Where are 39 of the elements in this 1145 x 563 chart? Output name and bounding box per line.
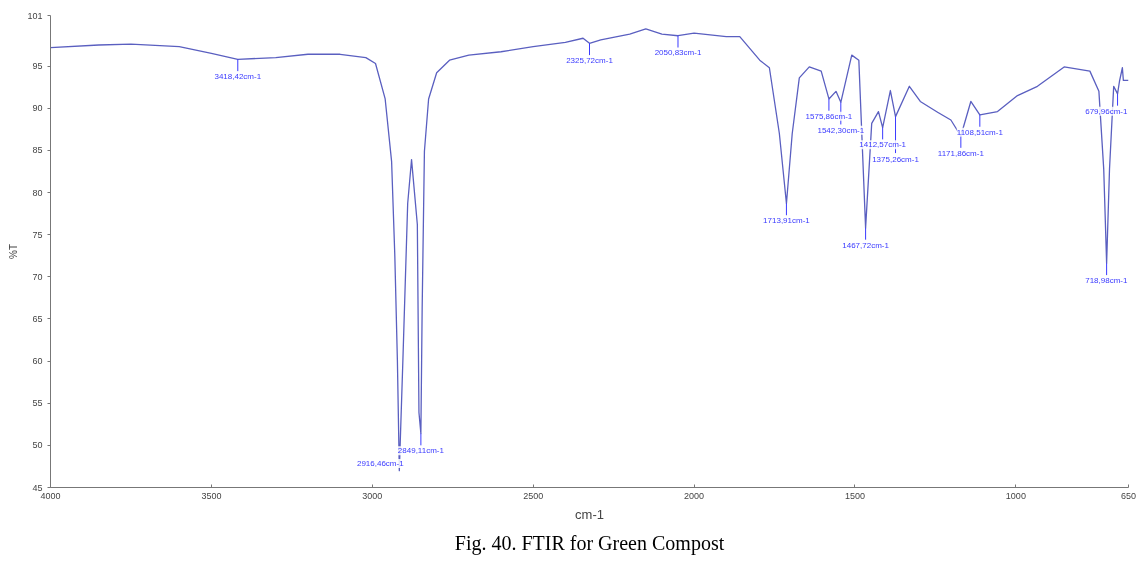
x-axis-title: cm-1 [575, 506, 604, 522]
annotation: 1171,86cm-1 [937, 148, 985, 158]
y-tick-label: 85 [32, 145, 43, 156]
y-tick-label: 80 [32, 187, 43, 198]
annotation: 2849,11cm-1 [397, 446, 445, 456]
x-tick-label: 2000 [684, 490, 705, 501]
line-series [50, 28, 1129, 472]
y-tick-label: 65 [32, 313, 43, 324]
y-axis-title: %T [8, 244, 20, 259]
x-tick-label: 4000 [40, 490, 61, 501]
y-tick-label: 45 [32, 482, 43, 493]
annotation: 1575,86cm-1 [805, 111, 853, 121]
x-tick-label: 3000 [362, 490, 383, 501]
x-tick-label: 1500 [844, 490, 865, 501]
x-tick-label: 1000 [1005, 490, 1026, 501]
x-tick-label: 650 [1120, 490, 1137, 501]
annotation: 3418,42cm-1 [214, 72, 262, 82]
caption: Fig. 40. FTIR for Green Compost [454, 531, 725, 555]
annotation: 2325,72cm-1 [566, 56, 614, 66]
annotation: 1467,72cm-1 [842, 240, 890, 250]
x-tick-label: 3500 [201, 490, 222, 501]
annotation: 2050,83cm-1 [654, 48, 702, 58]
y-tick-label: 101 [27, 10, 43, 21]
y-tick-label: 55 [32, 398, 43, 409]
annotation: 718,98cm-1 [1085, 276, 1128, 286]
annotation: 679,96cm-1 [1085, 106, 1128, 116]
y-tick-label: 75 [32, 229, 43, 240]
annotation: 1108,51cm-1 [956, 127, 1004, 137]
annotation: 1412,57cm-1 [859, 140, 907, 150]
annotation: 1375,26cm-1 [872, 154, 920, 164]
y-tick-label: 50 [32, 440, 43, 451]
y-tick-label: 90 [32, 103, 43, 114]
annotation: 1713,91cm-1 [763, 216, 811, 226]
y-tick-label: 70 [32, 271, 43, 282]
annotation: 2916,46cm-1 [356, 459, 405, 469]
x-tick-label: 2500 [523, 490, 544, 501]
annotation: 1542,30cm-1 [817, 125, 865, 135]
y-tick-label: 60 [32, 356, 43, 367]
y-tick-label: 95 [32, 61, 43, 72]
